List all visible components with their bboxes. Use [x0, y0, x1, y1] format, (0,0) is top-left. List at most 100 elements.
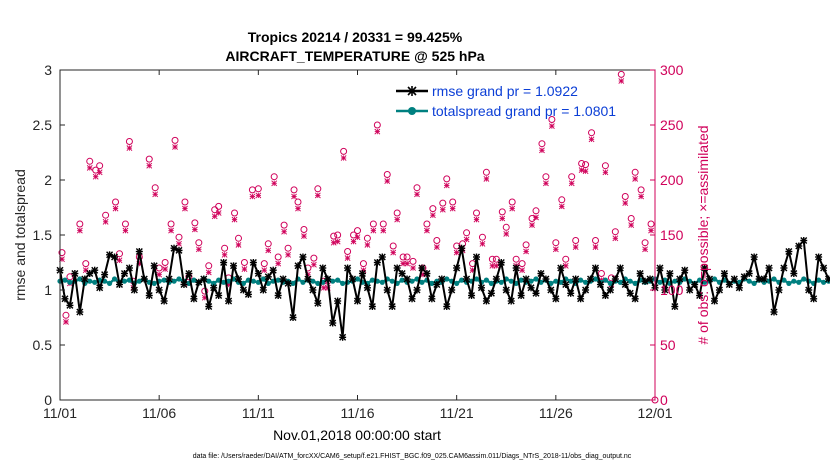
rmse-point: [354, 297, 361, 305]
rmse-point: [715, 286, 723, 294]
rmse-point: [463, 275, 471, 283]
rmse-point: [71, 270, 79, 277]
obs-assimilated-point: [162, 266, 169, 273]
obs-possible-point: [112, 198, 120, 206]
rmse-point: [527, 284, 535, 292]
rmse-point: [438, 275, 446, 283]
rmse-point: [750, 253, 758, 261]
y-tick-label: 2.5: [33, 117, 53, 133]
rmse-point: [145, 292, 153, 299]
obs-assimilated-point: [271, 180, 278, 187]
obs-possible-point: [572, 237, 580, 244]
rmse-point: [542, 275, 550, 283]
rmse-point: [631, 295, 639, 303]
rmse-point: [497, 259, 505, 266]
rmse-point: [453, 264, 461, 272]
rmse-point: [235, 275, 242, 283]
obs-assimilated-point: [429, 212, 436, 219]
x-tick-label: 11/01: [43, 405, 77, 421]
rmse-point: [408, 295, 416, 303]
rmse-point: [388, 303, 396, 310]
rmse-point: [473, 253, 480, 261]
totalspread-point: [389, 278, 395, 284]
obs-possible-point: [145, 155, 153, 163]
obs-possible-point: [393, 209, 401, 217]
obs-possible-point: [423, 220, 431, 228]
obs-assimilated-point: [102, 218, 109, 225]
totalspread-point: [657, 279, 663, 285]
obs-possible-point: [369, 220, 377, 228]
obs-possible-point: [413, 184, 421, 192]
obs-possible-point: [558, 196, 566, 204]
totalspread-point: [518, 277, 524, 283]
totalspread-point: [751, 280, 757, 286]
rmse-point: [403, 275, 411, 283]
obs-assimilated-point: [364, 241, 371, 248]
rmse-point: [492, 275, 500, 283]
obs-possible-point: [578, 160, 586, 167]
obs-possible-point: [637, 186, 645, 194]
obs-possible-point: [588, 129, 596, 137]
obs-assimilated-point: [221, 251, 228, 258]
totalspread-point: [820, 279, 827, 285]
rmse-point: [825, 275, 830, 283]
obs-assimilated-point: [122, 227, 129, 234]
totalspread-point: [801, 276, 807, 282]
totalspread-point: [206, 278, 212, 284]
obs-assimilated-point: [394, 216, 401, 223]
rmse-point: [230, 262, 238, 270]
obs-possible-point: [171, 136, 179, 144]
totalspread-point: [533, 276, 539, 282]
obs-possible-point: [641, 239, 649, 247]
obs-possible-point: [478, 233, 486, 241]
totalspread-point: [275, 277, 281, 283]
totalspread-point: [528, 278, 534, 284]
rmse-point: [116, 281, 123, 288]
totalspread-point: [121, 278, 128, 284]
obs-assimilated-point: [295, 205, 301, 212]
obs-assimilated-point: [112, 205, 119, 212]
totalspread-point: [592, 276, 599, 282]
y-tick-label: 1: [44, 282, 52, 298]
obs-assimilated-point: [612, 235, 619, 242]
obs-possible-point: [161, 259, 169, 266]
obs-possible-point: [290, 186, 298, 194]
obs-possible-point: [344, 248, 352, 255]
totalspread-point: [77, 276, 83, 282]
y-tick-label: 1.5: [33, 227, 53, 243]
rmse-point: [423, 270, 431, 277]
obs-assimilated-point: [542, 180, 549, 187]
totalspread-point: [106, 280, 113, 286]
rmse-point: [344, 264, 352, 272]
rmse-point: [269, 266, 277, 274]
rmse-point: [165, 275, 173, 283]
totalspread-point: [225, 278, 232, 284]
obs-possible-point: [621, 193, 629, 200]
rmse-point: [522, 275, 530, 283]
rmse-point: [572, 275, 580, 283]
rmse-point: [319, 264, 327, 272]
obs-possible-point: [354, 227, 361, 235]
totalspread-point: [191, 277, 197, 283]
obs-assimilated-point: [558, 203, 565, 210]
obs-possible-point: [334, 231, 342, 239]
obs-assimilated-point: [529, 222, 535, 229]
totalspread-point: [781, 277, 787, 283]
obs-possible-point: [314, 185, 322, 193]
obs-assimilated-point: [648, 227, 654, 234]
obs-assimilated-point: [146, 162, 153, 169]
rmse-point: [284, 279, 292, 287]
y-axis-right: 0 50 100 150 200 250 300: [650, 62, 684, 408]
obs-assimilated-point: [255, 192, 262, 199]
obs-assimilated-point: [632, 175, 639, 182]
obs-possible-point: [389, 242, 397, 250]
totalspread-point: [62, 277, 68, 283]
series-group: [56, 237, 830, 341]
totalspread-point: [498, 279, 504, 285]
rmse-point: [790, 270, 798, 277]
rmse-point: [800, 237, 808, 244]
obs-assimilated-point: [249, 193, 256, 200]
obs-possible-point: [439, 199, 447, 207]
obs-assimilated-point: [519, 267, 526, 274]
totalspread-point: [330, 278, 336, 284]
